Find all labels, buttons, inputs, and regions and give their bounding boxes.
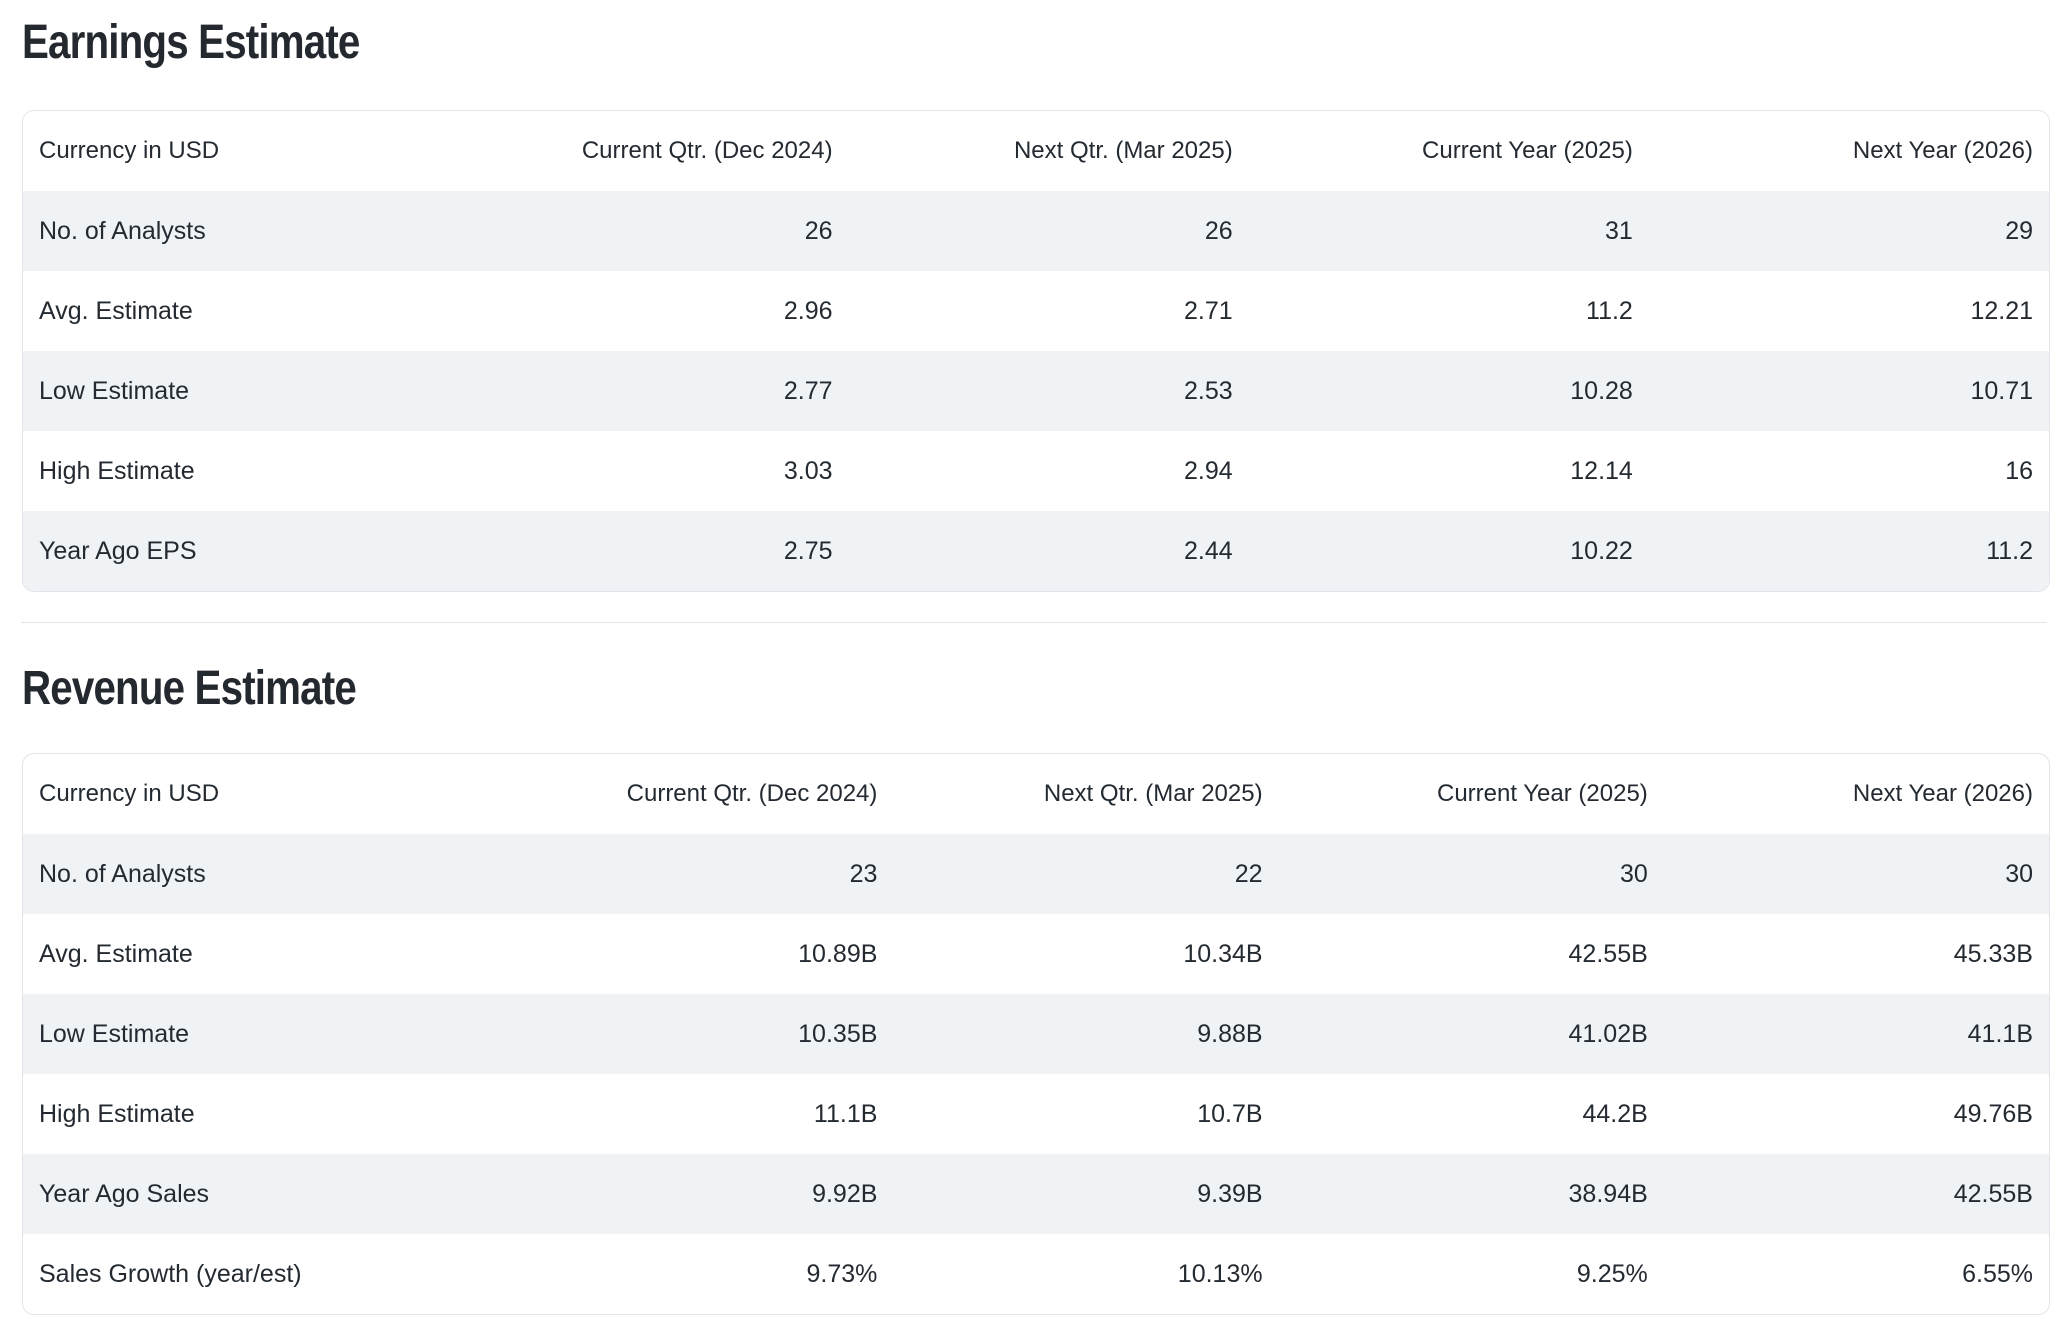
cell-value: 12.14 [1570,456,1633,485]
cell-value: 2.75 [783,536,833,565]
cell-value: 2.53 [1184,376,1233,405]
cell-value: 29 [2005,216,2033,245]
cell-value: 30 [2005,859,2033,888]
table-row: Year Ago EPS 2.75 2.44 10.22 11.2 [23,511,2049,591]
cell-value: 10.28 [1570,376,1633,405]
column-header-current-qtr: Current Qtr. (Dec 2024) [448,111,849,191]
section-divider [21,622,2047,623]
row-label: Avg. Estimate [39,296,193,325]
cell-value: 26 [1204,216,1233,245]
cell-value: 38.94B [1568,1179,1648,1208]
earnings-estimate-table: Currency in USD Current Qtr. (Dec 2024) … [23,111,2049,591]
revenue-table-header: Currency in USD Current Qtr. (Dec 2024) … [23,754,2049,834]
cell-value: 3.03 [783,456,833,485]
earnings-estimate-table-card: Currency in USD Current Qtr. (Dec 2024) … [22,110,2050,592]
row-label: Sales Growth (year/est) [39,1259,302,1288]
cell-value: 9.92B [812,1179,878,1208]
row-label: Year Ago EPS [39,536,197,565]
cell-value: 9.39B [1197,1179,1263,1208]
earnings-table-header: Currency in USD Current Qtr. (Dec 2024) … [23,111,2049,191]
currency-label: Currency in USD [23,111,449,191]
cell-value: 9.88B [1197,1019,1263,1048]
cell-value: 9.73% [806,1259,878,1288]
cell-value: 11.2 [1586,296,1633,325]
cell-value: 41.02B [1568,1019,1648,1048]
earnings-estimate-title-text: Earnings Estimate [22,16,360,69]
cell-value: 10.71 [1970,376,2033,405]
row-label: Low Estimate [39,1019,190,1048]
cell-value: 42.55B [1953,1179,2033,1208]
cell-value: 31 [1605,216,1633,245]
header-row: Currency in USD Current Qtr. (Dec 2024) … [23,754,2049,834]
revenue-estimate-table: Currency in USD Current Qtr. (Dec 2024) … [23,754,2049,1314]
table-row: Sales Growth (year/est) 9.73% 10.13% 9.25% 6… [23,1234,2049,1314]
table-row: Avg. Estimate 10.89B 10.34B 42.55B 45.33B [23,914,2049,994]
cell-value: 10.7B [1197,1099,1263,1128]
earnings-estimate-title: Earnings Estimate [0,0,2068,70]
table-row: Low Estimate 2.77 2.53 10.28 10.71 [23,351,2049,431]
row-label: No. of Analysts [39,216,206,245]
cell-value: 2.77 [783,376,833,405]
table-row: No. of Analysts 23 22 30 30 [23,834,2049,914]
revenue-estimate-title: Revenue Estimate [0,623,2068,716]
cell-value: 2.96 [783,296,833,325]
column-header-current-year: Current Year (2025) [1278,754,1664,834]
table-row: Low Estimate 10.35B 9.88B 41.02B 41.1B [23,994,2049,1074]
row-label: Avg. Estimate [39,939,193,968]
column-header-next-qtr: Next Qtr. (Mar 2025) [893,754,1279,834]
row-label: High Estimate [39,1099,195,1128]
table-row: Avg. Estimate 2.96 2.71 11.2 12.21 [23,271,2049,351]
cell-value: 6.55% [1962,1259,2033,1288]
column-header-next-year: Next Year (2026) [1648,111,2049,191]
earnings-table-body: No. of Analysts 26 26 31 29 Avg. Estimate 2.96… [23,191,2049,591]
cell-value: 9.25% [1576,1259,1648,1288]
cell-value: 26 [804,216,833,245]
cell-value: 11.1B [813,1099,878,1128]
header-row: Currency in USD Current Qtr. (Dec 2024) … [23,111,2049,191]
earnings-estimate-section: Earnings Estimate Currency in USD Curren… [0,0,2068,592]
currency-label: Currency in USD [23,754,509,834]
cell-value: 22 [1234,859,1263,888]
cell-value: 10.34B [1183,939,1263,968]
cell-value: 10.35B [798,1019,878,1048]
cell-value: 10.13% [1177,1259,1263,1288]
revenue-table-body: No. of Analysts 23 22 30 30 Avg. Estimate 10.8… [23,834,2049,1314]
cell-value: 2.94 [1184,456,1233,485]
cell-value: 10.89B [798,939,878,968]
cell-value: 2.71 [1184,296,1233,325]
table-row: Year Ago Sales 9.92B 9.39B 38.94B 42.55B [23,1154,2049,1234]
cell-value: 44.2B [1582,1099,1648,1128]
cell-value: 23 [849,859,878,888]
row-label: High Estimate [39,456,195,485]
column-header-current-year: Current Year (2025) [1248,111,1649,191]
cell-value: 41.1B [1967,1019,2033,1048]
cell-value: 12.21 [1970,296,2033,325]
revenue-estimate-table-card: Currency in USD Current Qtr. (Dec 2024) … [22,753,2050,1315]
table-row: High Estimate 3.03 2.94 12.14 16 [23,431,2049,511]
table-row: High Estimate 11.1B 10.7B 44.2B 49.76B [23,1074,2049,1154]
row-label: No. of Analysts [39,859,206,888]
cell-value: 49.76B [1953,1099,2033,1128]
table-row: No. of Analysts 26 26 31 29 [23,191,2049,271]
cell-value: 16 [2005,456,2033,485]
column-header-next-year: Next Year (2026) [1663,754,2049,834]
cell-value: 42.55B [1568,939,1648,968]
cell-value: 11.2 [1986,536,2033,565]
cell-value: 2.44 [1184,536,1233,565]
cell-value: 10.22 [1570,536,1633,565]
cell-value: 30 [1619,859,1648,888]
revenue-estimate-section: Revenue Estimate Currency in USD Current… [0,623,2068,1315]
cell-value: 45.33B [1953,939,2033,968]
revenue-estimate-title-text: Revenue Estimate [22,662,357,715]
row-label: Year Ago Sales [39,1179,210,1208]
row-label: Low Estimate [39,376,190,405]
column-header-next-qtr: Next Qtr. (Mar 2025) [848,111,1249,191]
column-header-current-qtr: Current Qtr. (Dec 2024) [508,754,894,834]
